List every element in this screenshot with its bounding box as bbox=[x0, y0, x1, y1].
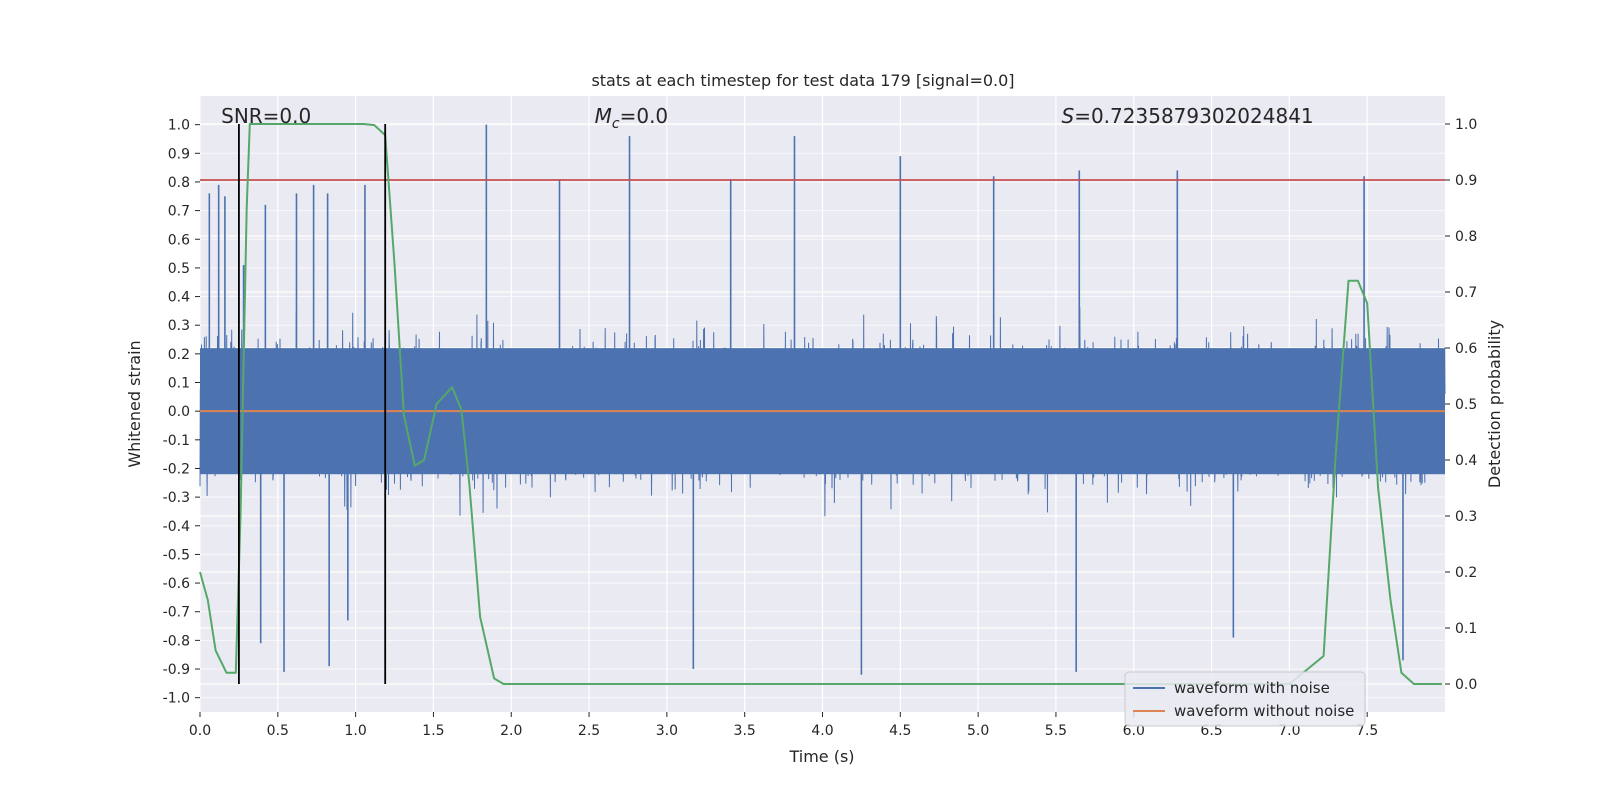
legend-entry: waveform with noise bbox=[1174, 679, 1330, 697]
y-tick-label-right: 0.8 bbox=[1455, 229, 1477, 245]
y-tick-label-right: 0.2 bbox=[1455, 565, 1477, 581]
y-tick-label-left: -0.2 bbox=[163, 461, 190, 477]
y-tick-label-right: 0.3 bbox=[1455, 509, 1477, 525]
series-detection-probability bbox=[199, 123, 1442, 685]
y-tick-label-left: -0.9 bbox=[163, 662, 190, 678]
y-tick-label-right: 0.6 bbox=[1455, 341, 1477, 357]
series-lines bbox=[199, 123, 1445, 685]
y-tick-label-left: -0.5 bbox=[163, 547, 190, 563]
x-tick-label: 2.5 bbox=[578, 723, 600, 739]
annotation-symbol: M bbox=[595, 104, 612, 128]
y-tick-label-left: -0.8 bbox=[163, 633, 190, 649]
y-tick-label-left: 0.2 bbox=[168, 347, 190, 363]
noise-trace bbox=[199, 307, 1446, 517]
y-tick-label-right: 0.4 bbox=[1455, 453, 1477, 469]
annotation-2: Mc=0.0 bbox=[595, 104, 669, 132]
legend-box bbox=[1124, 671, 1366, 727]
x-tick-label: 7.0 bbox=[1278, 723, 1300, 739]
x-tick-label: 3.0 bbox=[656, 723, 678, 739]
x-axis-label: Time (s) bbox=[788, 747, 854, 766]
y-tick-label-left: 0.8 bbox=[168, 175, 190, 191]
annotations: SNR=0.0 Mc=0.0 S=0.7235879302024841 bbox=[221, 104, 1314, 132]
x-tick-label: 2.0 bbox=[500, 723, 522, 739]
y-tick-label-right: 0.1 bbox=[1455, 621, 1477, 637]
annotation-value: =0.7235879302024841 bbox=[1074, 104, 1313, 128]
y-ticks-right: 0.0 0.1 0.2 0.3 0.4 0.5 0.6 0.7 0.8 0.9 1.0 bbox=[1445, 117, 1477, 693]
y-ticks-left: -1.0 -0.9 -0.8 -0.7 -0.6 -0.5 -0.4 -0.3 -0.2 -0.1… bbox=[163, 118, 200, 707]
y-tick-label-left: 0.7 bbox=[168, 204, 190, 220]
y-tick-label-left: 0.5 bbox=[168, 261, 190, 277]
annotation-3: S=0.7235879302024841 bbox=[1062, 104, 1314, 128]
y-axis-label-left: Whitened strain bbox=[125, 340, 144, 467]
y-tick-label-right: 0.5 bbox=[1455, 397, 1477, 413]
annotation-subscript: c bbox=[612, 116, 620, 132]
x-tick-label: 0.0 bbox=[189, 723, 211, 739]
y-tick-label-left: 0.9 bbox=[168, 146, 190, 162]
legend: waveform with noise waveform without nois… bbox=[1124, 671, 1366, 727]
x-tick-label: 7.5 bbox=[1356, 723, 1378, 739]
annotation-1: SNR=0.0 bbox=[221, 104, 311, 128]
x-tick-label: 1.5 bbox=[422, 723, 444, 739]
y-tick-label-left: -0.3 bbox=[163, 490, 190, 506]
annotation-value: =0.0 bbox=[620, 104, 669, 128]
x-tick-label: 5.5 bbox=[1045, 723, 1067, 739]
y-tick-label-left: -1.0 bbox=[163, 691, 190, 707]
y-tick-label-left: -0.6 bbox=[163, 576, 190, 592]
y-tick-label-left: -0.4 bbox=[163, 519, 190, 535]
y-axis-label-right: Detection probability bbox=[1485, 320, 1504, 488]
y-tick-label-left: 0.6 bbox=[168, 232, 190, 248]
y-tick-label-left: 0.0 bbox=[168, 404, 190, 420]
y-tick-label-left: -0.1 bbox=[163, 433, 190, 449]
y-tick-label-right: 1.0 bbox=[1455, 117, 1477, 133]
x-tick-label: 4.0 bbox=[811, 723, 833, 739]
y-tick-label-left: 0.4 bbox=[168, 290, 190, 306]
chart-title: stats at each timestep for test data 179… bbox=[591, 71, 1014, 90]
x-tick-label: 4.5 bbox=[889, 723, 911, 739]
x-tick-label: 6.5 bbox=[1200, 723, 1222, 739]
x-tick-label: 3.5 bbox=[734, 723, 756, 739]
x-tick-label: 6.0 bbox=[1123, 723, 1145, 739]
y-tick-label-right: 0.0 bbox=[1455, 677, 1477, 693]
legend-entry: waveform without noise bbox=[1174, 702, 1354, 720]
x-tick-label: 5.0 bbox=[967, 723, 989, 739]
y-tick-label-left: -0.7 bbox=[163, 605, 190, 621]
y-tick-label-left: 0.3 bbox=[168, 318, 190, 334]
y-tick-label-left: 1.0 bbox=[168, 118, 190, 134]
x-tick-label: 1.0 bbox=[344, 723, 366, 739]
y-tick-label-right: 0.7 bbox=[1455, 285, 1477, 301]
y-tick-label-right: 0.9 bbox=[1455, 173, 1477, 189]
annotation-symbol: S bbox=[1062, 104, 1075, 128]
y-tick-label-left: 0.1 bbox=[168, 376, 190, 392]
x-tick-label: 0.5 bbox=[267, 723, 289, 739]
